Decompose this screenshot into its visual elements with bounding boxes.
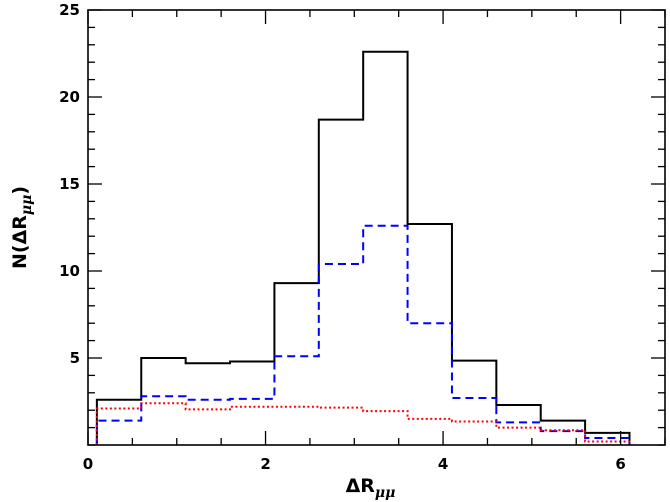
ticks-layer — [87, 9, 666, 446]
series-dotted-line — [95, 402, 631, 445]
y-axis-label: N(ΔRμμ) — [9, 186, 35, 269]
x-tick-label: 4 — [438, 455, 448, 473]
y-axis-label-close: ) — [9, 186, 31, 195]
y-axis-label-sub: μμ — [19, 195, 35, 216]
series-dotted-bin — [97, 408, 141, 445]
series-dotted-bin — [496, 428, 540, 445]
series-dotted-bin — [230, 407, 274, 445]
x-tick-label: 2 — [260, 455, 270, 473]
series-solid-line — [95, 50, 631, 445]
x-axis-label-sub: μμ — [375, 485, 396, 501]
series-dotted-bin — [319, 408, 363, 445]
x-axis-label: ΔRμμ — [346, 475, 396, 501]
series-dotted-bin — [408, 419, 452, 445]
plot-frame — [87, 9, 666, 446]
y-tick-label: 15 — [59, 175, 80, 193]
x-tick-label: 0 — [83, 455, 93, 473]
series-dashed-line — [95, 224, 631, 445]
series-layer — [95, 50, 631, 445]
series-dotted-bin — [186, 409, 230, 445]
series-dotted-bin — [541, 430, 585, 445]
tick-labels-layer: 0 2 4 6 5 10 15 20 25 — [59, 1, 626, 473]
y-tick-label: 20 — [59, 88, 80, 106]
series-dotted-bin — [452, 422, 496, 445]
y-tick-label: 5 — [70, 349, 80, 367]
y-tick-label: 10 — [59, 262, 80, 280]
x-axis-label-main: ΔR — [346, 475, 376, 497]
y-tick-label: 25 — [59, 1, 80, 19]
y-axis-label-main: N(ΔR — [9, 215, 31, 269]
series-dotted-bin — [274, 407, 318, 445]
series-dotted-bin — [363, 411, 407, 445]
x-tick-label: 6 — [615, 455, 625, 473]
series-dotted-bin — [141, 403, 185, 445]
